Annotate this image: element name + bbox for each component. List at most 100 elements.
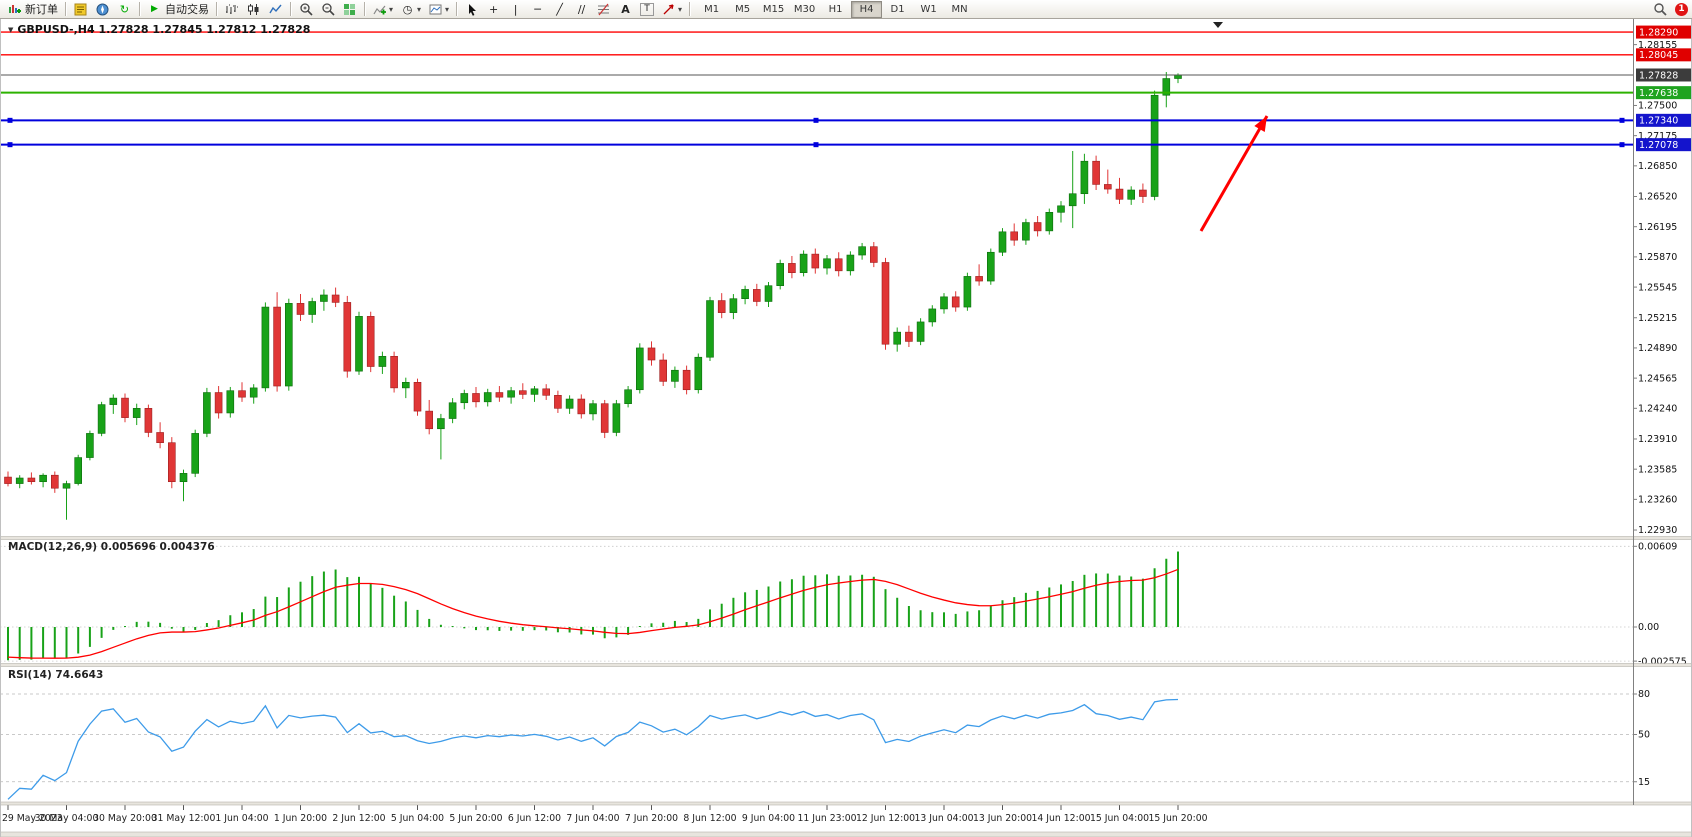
periods-button[interactable]: ◷ ▾ (397, 1, 424, 17)
price-axis-label: 1.24240 (1638, 404, 1677, 415)
horizontal-line-tool-button[interactable]: ─ (527, 1, 548, 17)
time-axis-label: 9 Jun 04:00 (742, 813, 795, 824)
hline-handle[interactable] (7, 117, 13, 123)
hline-handle[interactable] (1619, 142, 1625, 148)
candle-body (1057, 205, 1065, 213)
autotrading-icon: ▶ (151, 3, 158, 14)
bar-chart-button[interactable] (221, 1, 242, 17)
timeframe-button-h1[interactable]: H1 (828, 3, 843, 15)
search-button[interactable] (1649, 1, 1670, 17)
candle-body (1022, 222, 1030, 241)
timeframe-button-d1[interactable]: D1 (890, 3, 905, 15)
autotrading-button[interactable]: ▶ 自动交易 (144, 1, 212, 17)
candle-body (565, 398, 574, 409)
zoom-out-button[interactable] (317, 1, 338, 17)
indicators-button[interactable]: ▾ (369, 1, 396, 17)
candle-body (741, 289, 749, 300)
hline-handle[interactable] (813, 142, 819, 148)
candle-body (858, 246, 866, 256)
time-axis-label: 29 May 2023 (2, 813, 63, 824)
fibonacci-tool-button[interactable] (593, 1, 614, 17)
candlestick-chart-button[interactable] (243, 1, 264, 17)
time-axis-label: 1 Jun 04:00 (215, 813, 268, 824)
hline-handle[interactable] (7, 142, 13, 148)
candle-body (811, 253, 820, 269)
vertical-line-tool-button[interactable]: | (505, 1, 526, 17)
candle-body (1045, 212, 1054, 232)
trend-arrow-head[interactable] (1254, 116, 1267, 132)
candle-body (916, 321, 925, 342)
timeframe-button-h4[interactable]: H4 (851, 0, 883, 18)
timeframe-button-mn[interactable]: MN (951, 3, 968, 15)
cursor-tool-button[interactable] (461, 1, 482, 17)
timeframe-button-m30[interactable]: M30 (793, 3, 816, 15)
candle-body (495, 392, 504, 398)
time-axis-label: 31 May 12:00 (152, 813, 216, 824)
navigator-button[interactable] (92, 1, 113, 17)
candle-body (717, 300, 726, 313)
candle-body (320, 294, 328, 302)
timeframe-button-m15[interactable]: M15 (762, 3, 785, 15)
rsi-axis-label: 80 (1638, 689, 1650, 700)
hline-handle[interactable] (1619, 117, 1625, 123)
line-chart-button[interactable] (265, 1, 286, 17)
candle-body (238, 390, 246, 398)
candle-body (214, 392, 223, 414)
refresh-button[interactable]: ↻ (114, 1, 135, 17)
trend-arrow-annotation[interactable] (1199, 115, 1269, 232)
price-axis-label: 1.28155 (1638, 40, 1677, 51)
candle-body (27, 477, 36, 483)
text-tool-button[interactable]: A (615, 1, 636, 17)
candle-body (834, 258, 843, 272)
timeframe-button-m1[interactable]: M1 (704, 3, 720, 15)
crosshair-tool-button[interactable]: + (483, 1, 504, 17)
pane-divider[interactable] (0, 663, 1692, 667)
price-axis-label: 1.27500 (1638, 101, 1677, 112)
toolbar-separator (290, 2, 291, 16)
hline-handle[interactable] (813, 117, 819, 123)
templates-button[interactable]: ▾ (425, 1, 452, 17)
candle-body (261, 306, 270, 389)
trendline-tool-button[interactable]: ╱ (549, 1, 570, 17)
text-tool-icon: A (621, 2, 630, 16)
toolbar-separator (216, 2, 217, 16)
chevron-down-icon: ▾ (389, 4, 394, 14)
shapes-tool-button[interactable]: ▾ (658, 1, 685, 17)
trendline-icon: ╱ (556, 2, 563, 16)
price-axis-label: 1.23585 (1638, 464, 1677, 475)
candle-body (659, 359, 668, 382)
channel-tool-button[interactable]: ∕∕ (571, 1, 592, 17)
candle-body (1010, 231, 1019, 241)
candle-body (752, 289, 761, 302)
candle-body (191, 433, 199, 474)
notification-badge[interactable]: 1 (1675, 2, 1688, 16)
candle-body (355, 316, 363, 372)
candle-body (507, 390, 515, 398)
new-order-button[interactable]: 新订单 (4, 1, 61, 17)
zoom-in-button[interactable] (295, 1, 316, 17)
market-watch-button[interactable] (70, 1, 91, 17)
main-toolbar: 新订单 ↻ ▶ 自动交易 (0, 0, 1692, 19)
tile-windows-button[interactable] (339, 1, 360, 17)
label-tool-button[interactable]: T (637, 1, 657, 17)
candle-body (86, 433, 94, 458)
candle-body (1139, 189, 1147, 197)
candle-body (729, 298, 738, 313)
candle-body (1162, 78, 1171, 96)
price-axis-label: 1.25545 (1638, 282, 1677, 293)
chart-menu-arrow-icon[interactable]: ▼ (8, 25, 14, 34)
timeframe-button-m5[interactable]: M5 (735, 3, 751, 15)
bar-shift-marker[interactable] (1213, 22, 1223, 28)
candle-body (788, 263, 796, 273)
label-tool-icon: T (640, 2, 655, 16)
pane-divider[interactable] (0, 536, 1692, 540)
candle-body (624, 389, 632, 404)
timeframe-button-w1[interactable]: W1 (920, 3, 937, 15)
price-tag-blue (1636, 113, 1692, 127)
macd-axis-label: 0.00 (1638, 622, 1659, 633)
pane-divider[interactable] (0, 801, 1692, 806)
candle-body (940, 296, 948, 310)
candle-body (378, 355, 387, 367)
candle-body (881, 262, 890, 345)
